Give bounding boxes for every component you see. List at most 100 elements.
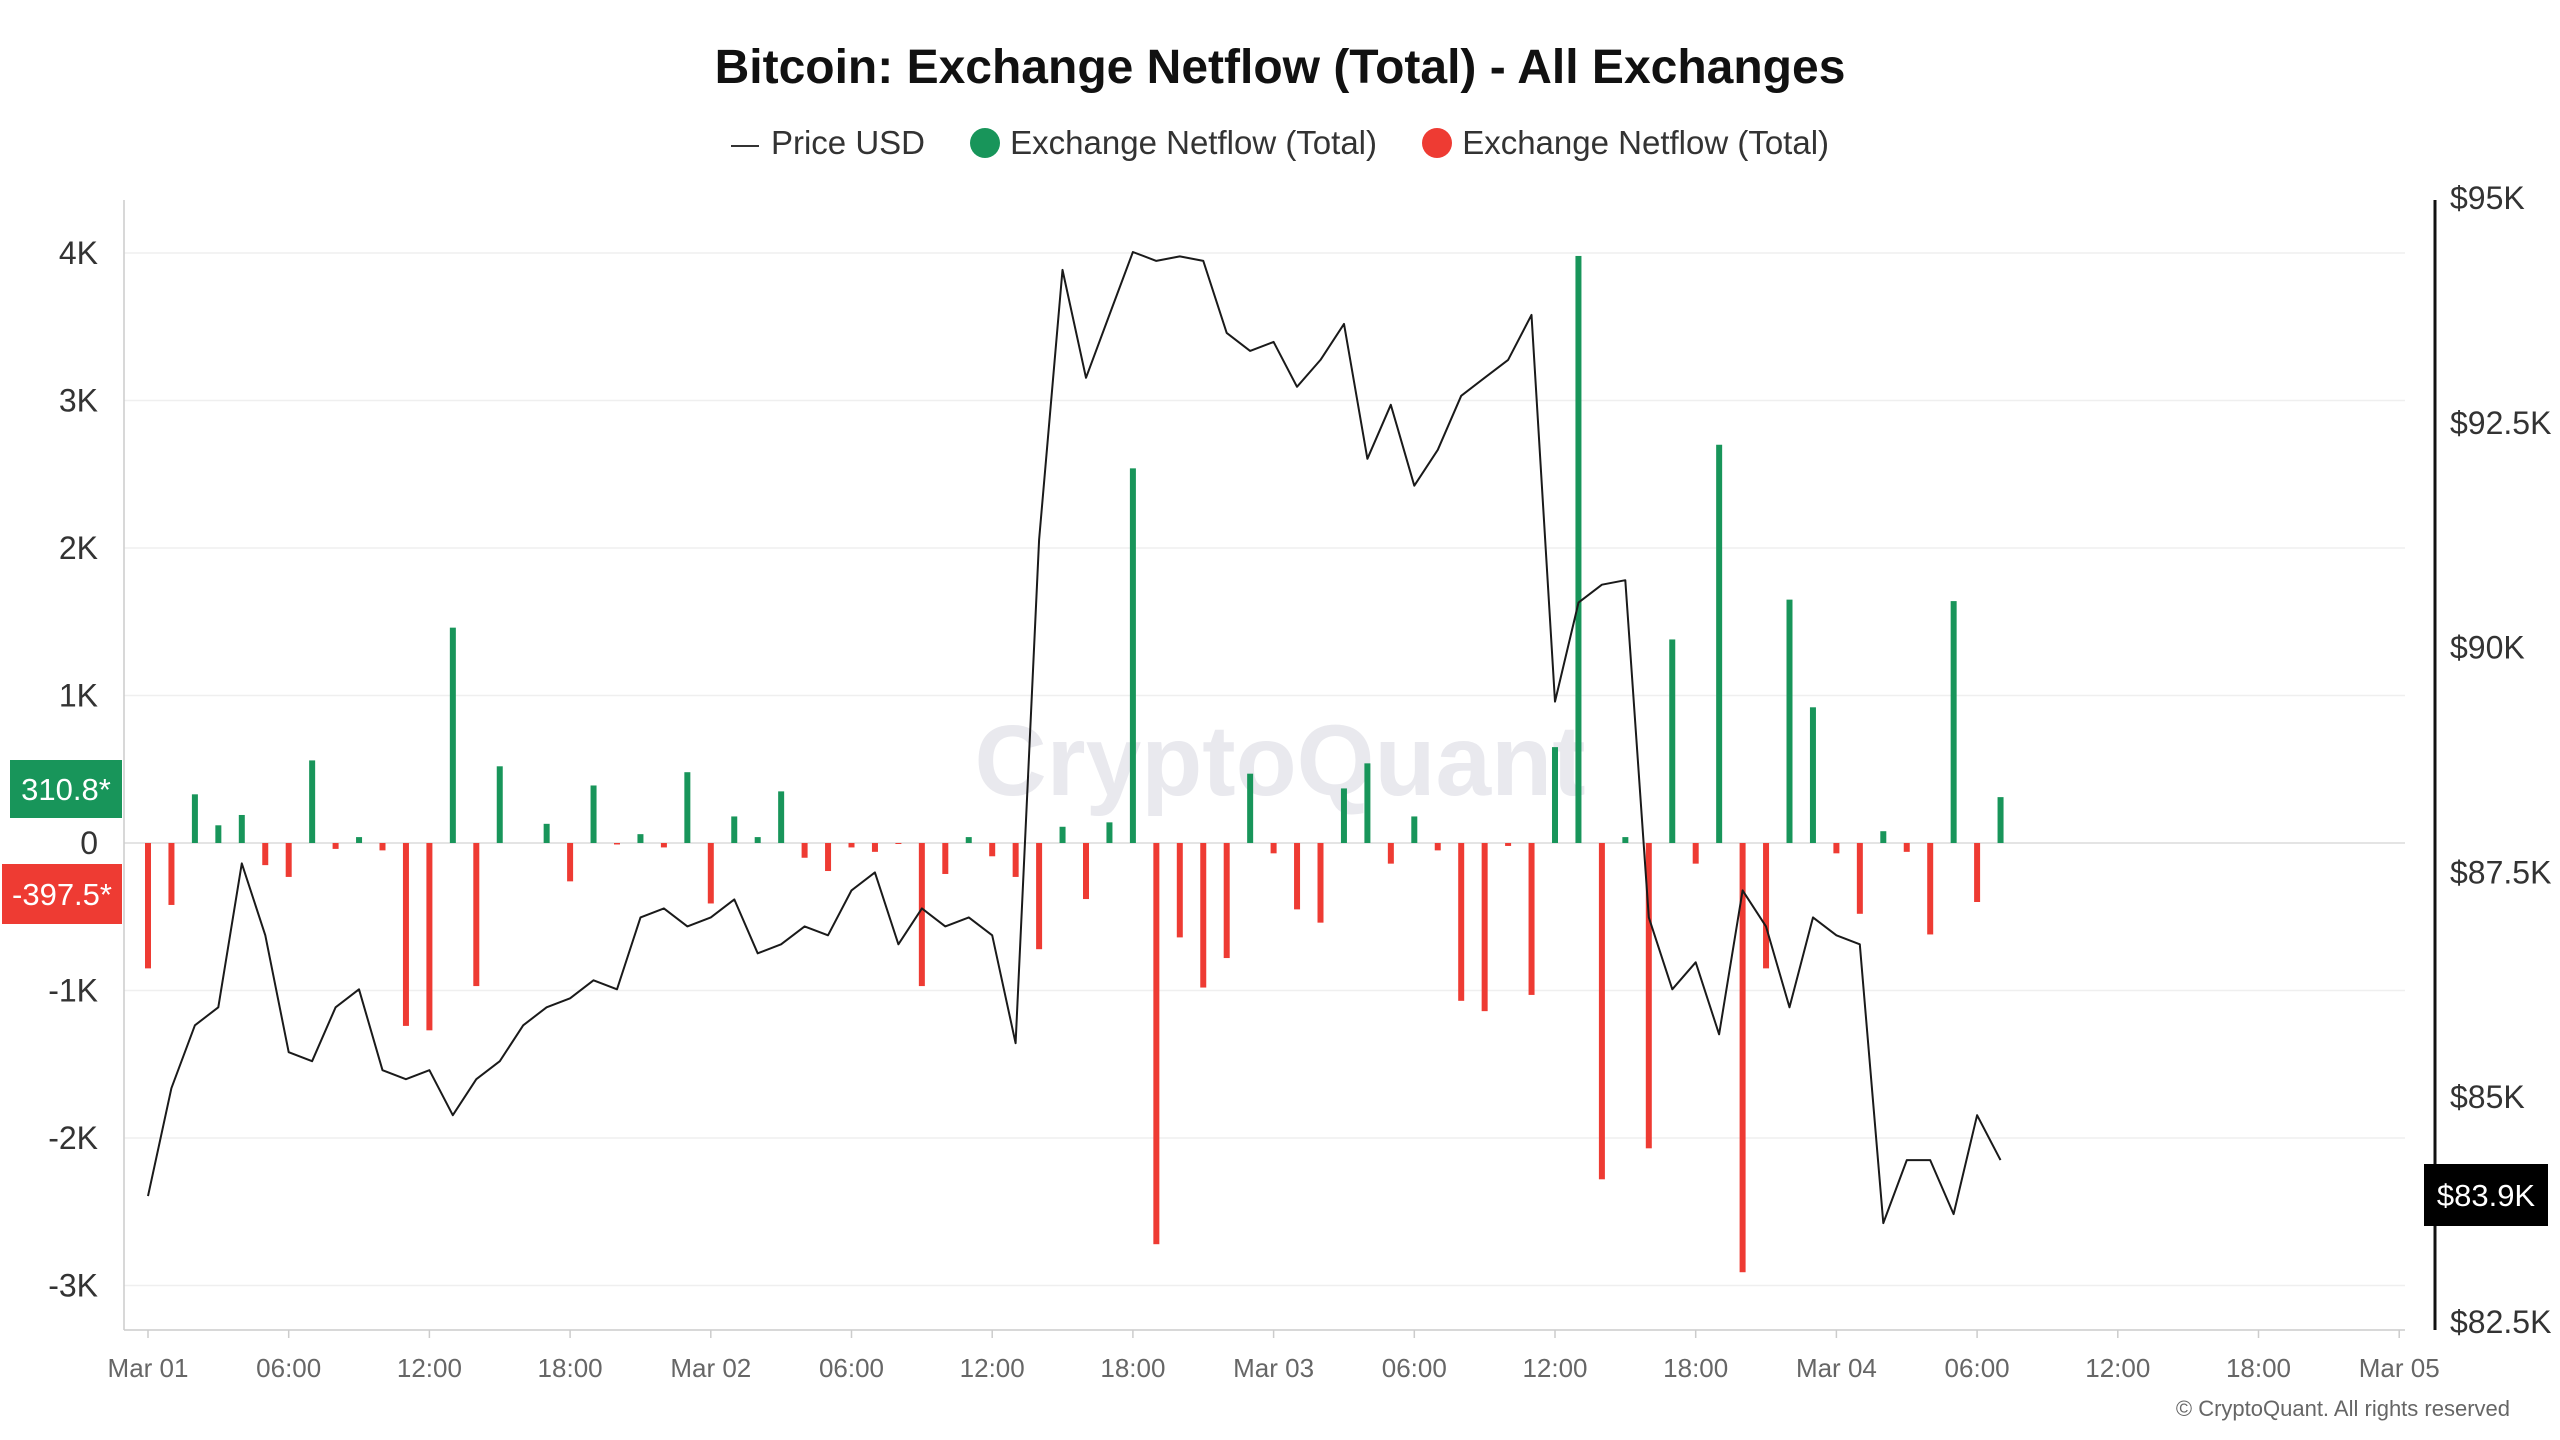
y-left-tick-label: 3K <box>59 383 98 419</box>
x-tick-label: 18:00 <box>2226 1353 2291 1383</box>
outflow-bar <box>1176 843 1183 938</box>
outflow-bar <box>473 843 480 987</box>
outflow-bar <box>1528 843 1535 995</box>
y-left-tick-label: -2K <box>48 1120 98 1156</box>
outflow-bar <box>1739 843 1746 1273</box>
legend-label-inflow: Exchange Netflow (Total) <box>1010 124 1378 162</box>
inflow-bar <box>778 791 785 843</box>
price-line-layer <box>147 251 2002 1225</box>
outflow-bar <box>660 843 667 848</box>
y-right-tick-label: $90K <box>2450 630 2525 666</box>
inflow-bar <box>965 837 972 843</box>
inflow-bar <box>1575 255 1582 843</box>
outflow-bar <box>801 843 808 858</box>
green-dot-icon <box>970 127 1001 158</box>
inflow-bar <box>1340 788 1347 843</box>
inflow-bar <box>449 627 456 843</box>
last-price-badge: $83.9K <box>2424 1164 2548 1226</box>
legend-label-price: Price USD <box>770 124 925 162</box>
outflow-bar <box>1270 843 1277 854</box>
y-right-tick-label: $87.5K <box>2450 854 2551 890</box>
legend-item-price[interactable]: Price USD <box>730 124 925 162</box>
inflow-bar <box>1622 837 1629 843</box>
outflow-bar <box>332 843 339 849</box>
y-left-tick-label: 4K <box>59 235 98 271</box>
price-line <box>147 251 2002 1225</box>
outflow-bar <box>168 843 175 905</box>
tick-labels: 4K 3K 2K 1K 0 -1K -2K -3K $95K $92.5K $90K $87.5K $8… <box>48 180 2551 1383</box>
outflow-bar <box>1458 843 1465 1001</box>
outflow-bar <box>1974 843 1981 902</box>
inflow-bar <box>1880 831 1887 843</box>
watermark: CryptoQuant <box>974 705 1585 817</box>
inflow-bar <box>684 772 691 843</box>
outflow-bar <box>1833 843 1840 854</box>
inflow-bar <box>1411 816 1418 843</box>
y-left-tick-label: 1K <box>59 678 98 714</box>
inflow-bar <box>238 814 245 843</box>
inflow-bar <box>356 837 363 843</box>
x-tick-label: Mar 05 <box>2359 1353 2440 1383</box>
inflow-bar <box>543 823 550 843</box>
outflow-bar <box>285 843 292 877</box>
outflow-bar <box>567 843 574 882</box>
x-tick-label: 12:00 <box>397 1353 462 1383</box>
outflow-bar <box>1856 843 1863 914</box>
x-tick-label: 12:00 <box>960 1353 1025 1383</box>
negative-marker-badge: -397.5* <box>2 864 122 924</box>
y-left-tick-label: -3K <box>48 1268 98 1304</box>
outflow-bar <box>1692 843 1699 864</box>
outflow-bar <box>1223 843 1230 959</box>
outflow-bar <box>1481 843 1488 1012</box>
outflow-bar <box>426 843 433 1031</box>
positive-marker-badge: 310.8* <box>10 760 122 818</box>
inflow-bar <box>1129 468 1136 843</box>
x-tick-label: 18:00 <box>1663 1353 1728 1383</box>
outflow-bar <box>1903 843 1910 852</box>
outflow-bar <box>989 843 996 857</box>
y-right-tick-label: $82.5K <box>2450 1304 2551 1340</box>
outflow-bar <box>1387 843 1394 864</box>
outflow-bar <box>262 843 269 866</box>
x-tick-label: Mar 01 <box>108 1353 189 1383</box>
y-left-tick-label: 0 <box>80 825 98 861</box>
chart-title: Bitcoin: Exchange Netflow (Total) - All … <box>714 41 1846 94</box>
y-right-tick-label: $95K <box>2450 180 2525 216</box>
outflow-bar <box>1598 843 1605 1180</box>
inflow-bar <box>1669 639 1676 843</box>
inflow-bar <box>1809 707 1816 843</box>
inflow-bar <box>590 785 597 843</box>
last-price-label: $83.9K <box>2437 1178 2536 1213</box>
x-tick-label: 06:00 <box>1945 1353 2010 1383</box>
x-tick-label: 06:00 <box>256 1353 321 1383</box>
inflow-bar <box>1059 826 1066 843</box>
grid-layer <box>124 252 2405 1287</box>
outflow-bar <box>402 843 409 1026</box>
x-tick-label: Mar 02 <box>670 1353 751 1383</box>
positive-marker-label: 310.8* <box>21 772 111 807</box>
axis-layer <box>123 200 2437 1338</box>
inflow-bar <box>1106 822 1113 843</box>
x-tick-label: Mar 03 <box>1233 1353 1314 1383</box>
legend: Price USD Exchange Netflow (Total) Excha… <box>0 122 2560 162</box>
outflow-bar <box>1645 843 1652 1149</box>
outflow-bar <box>1317 843 1324 923</box>
inflow-bar <box>637 834 644 843</box>
outflow-bar <box>1294 843 1301 910</box>
legend-item-inflow[interactable]: Exchange Netflow (Total) <box>970 124 1377 162</box>
inflow-bar <box>309 760 316 843</box>
x-tick-label: Mar 04 <box>1796 1353 1877 1383</box>
inflow-bar <box>731 816 738 843</box>
outflow-bar <box>918 843 925 987</box>
inflow-bar <box>1364 763 1371 843</box>
outflow-bar <box>895 843 902 844</box>
x-tick-label: 18:00 <box>538 1353 603 1383</box>
outflow-bar <box>1012 843 1019 877</box>
outflow-bar <box>1153 843 1160 1245</box>
outflow-bar <box>1763 843 1770 969</box>
inflow-bar <box>496 766 503 843</box>
legend-item-outflow[interactable]: Exchange Netflow (Total) <box>1422 124 1829 162</box>
inflow-bar <box>1997 797 2004 843</box>
inflow-bar <box>1247 773 1254 843</box>
